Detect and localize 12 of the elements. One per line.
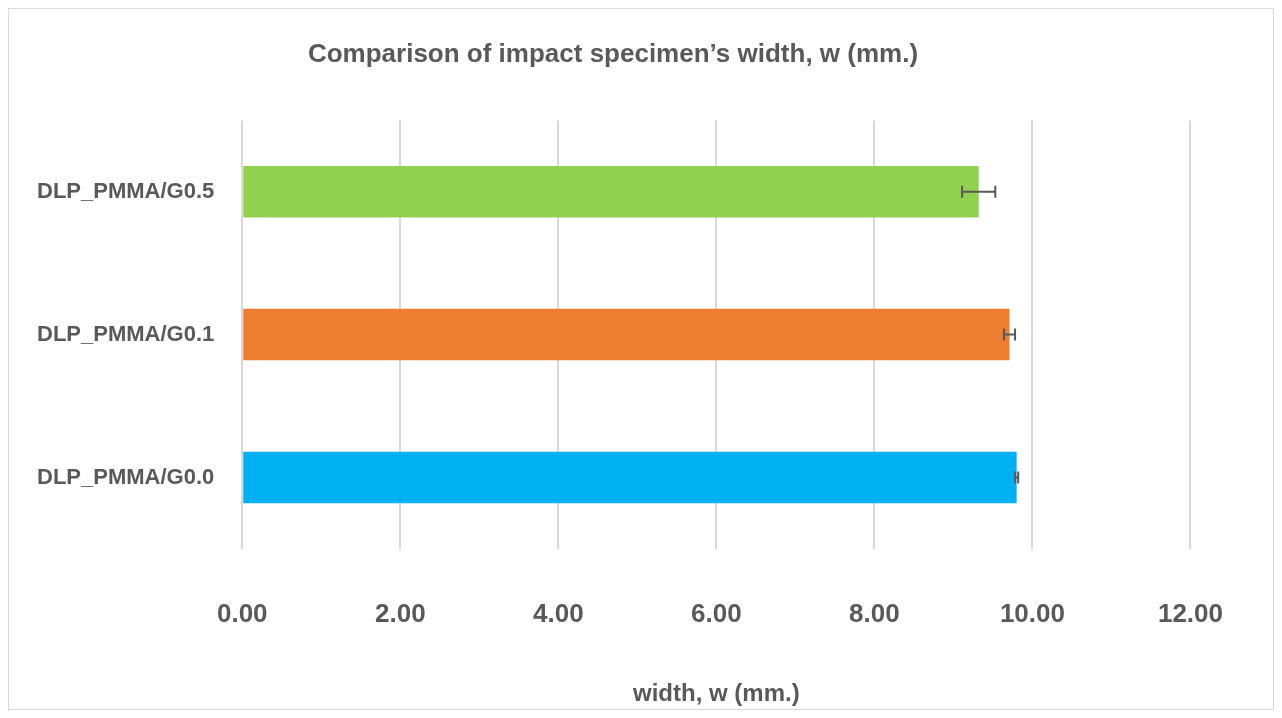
x-axis-title: width, w (mm.) <box>632 679 800 707</box>
x-tick-label: 12.00 <box>1157 597 1224 628</box>
x-tick-label: 2.00 <box>374 597 426 628</box>
x-tick-label: 8.00 <box>849 597 900 628</box>
chart-title: Comparison of impact specimen’s width, w (mm.) <box>307 37 919 68</box>
x-tick-label: 10.00 <box>999 597 1065 628</box>
x-tick-label: 4.00 <box>533 597 584 628</box>
y-tick-label: DLP_PMMA/G0.5 <box>36 177 215 203</box>
x-tick-label: 0.00 <box>216 597 268 628</box>
y-tick-label: DLP_PMMA/G0.0 <box>36 463 215 489</box>
x-tick-label: 6.00 <box>691 597 742 628</box>
y-tick-label: DLP_PMMA/G0.1 <box>36 320 215 346</box>
